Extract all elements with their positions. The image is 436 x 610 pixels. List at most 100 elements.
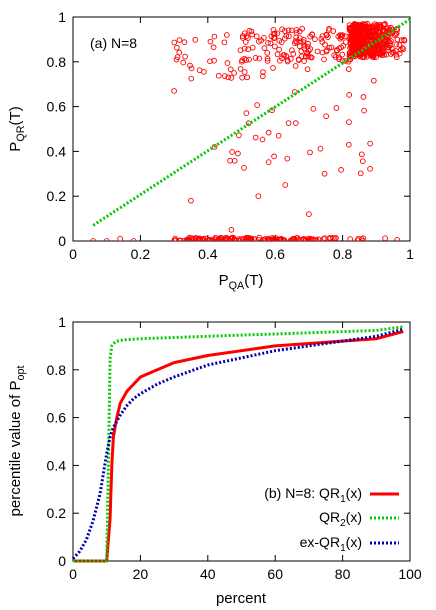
- scatter-point: [216, 236, 223, 241]
- scatter-point: [358, 24, 364, 30]
- scatter-point: [173, 44, 180, 51]
- scatter-point: [379, 48, 386, 55]
- scatter-point: [299, 25, 305, 32]
- scatter-point: [188, 197, 194, 204]
- scatter-point: [184, 237, 191, 241]
- scatter-point: [176, 49, 183, 56]
- scatter-point: [377, 21, 384, 28]
- scatter-point: [270, 27, 277, 33]
- scatter-point: [221, 39, 228, 46]
- scatter-point: [385, 44, 392, 51]
- scatter-point: [290, 51, 297, 57]
- scatter-point: [355, 35, 362, 42]
- scatter-point: [348, 32, 355, 39]
- scatter-point: [174, 54, 181, 60]
- scatter-point: [308, 54, 315, 61]
- scatter-point: [292, 63, 299, 69]
- series-line-2: [73, 325, 404, 563]
- scatter-point: [398, 37, 405, 43]
- scatter-point: [241, 69, 248, 75]
- scatter-point: [319, 39, 326, 45]
- scatter-point: [295, 57, 302, 63]
- scatter-point: [274, 51, 281, 58]
- scatter-point: [283, 33, 290, 39]
- legend-label: (b) N=8: QR1(x): [264, 485, 362, 505]
- scatter-point: [252, 55, 259, 61]
- scatter-point: [339, 51, 345, 58]
- series-lines: [71, 325, 404, 563]
- scatter-point: [228, 75, 235, 81]
- scatter-point: [400, 46, 407, 52]
- y-tick-label: 1: [58, 314, 66, 330]
- legend-label: ex-QR1(x): [300, 534, 362, 554]
- scatter-point: [256, 38, 262, 45]
- scatter-points: [90, 20, 408, 241]
- scatter-point: [273, 237, 280, 241]
- scatter-point: [241, 165, 247, 171]
- scatter-point: [261, 237, 268, 241]
- scatter-point: [317, 145, 324, 152]
- scatter-point: [260, 69, 266, 75]
- scatter-point: [264, 50, 271, 56]
- scatter-point: [246, 56, 252, 63]
- scatter-point: [225, 74, 232, 81]
- scatter-point: [211, 33, 218, 40]
- scatter-point: [309, 31, 315, 38]
- scatter-point: [276, 37, 283, 44]
- scatter-point: [292, 38, 299, 44]
- scatter-point: [300, 237, 307, 241]
- scatter-point: [223, 32, 230, 38]
- scatter-point: [276, 46, 282, 53]
- scatter-point: [176, 37, 183, 43]
- scatter-point: [187, 62, 193, 69]
- scatter-point: [368, 24, 375, 31]
- y-tick-label: 1: [58, 9, 66, 25]
- scatter-point: [264, 55, 271, 62]
- scatter-point: [322, 41, 328, 48]
- scatter-point: [282, 182, 289, 188]
- scatter-point: [292, 120, 299, 127]
- x-tick-label: 0: [69, 566, 77, 582]
- scatter-point: [177, 237, 184, 241]
- scatter-point: [370, 77, 377, 84]
- scatter-point: [382, 37, 389, 44]
- scatter-point: [364, 24, 371, 31]
- scatter-point: [301, 45, 308, 52]
- scatter-point: [354, 237, 361, 241]
- scatter-point: [333, 105, 340, 111]
- scatter-point: [321, 170, 328, 177]
- chart-a: 0 0.2 0.4 0.6 0.8 1 0 0.2 0.4 0.6 0.8 1 (a) N=8 PQA(T…: [7, 9, 414, 292]
- scatter-point: [331, 52, 337, 59]
- scatter-point: [303, 53, 309, 60]
- scatter-point: [182, 53, 188, 60]
- scatter-point: [327, 235, 334, 241]
- scatter-point: [358, 151, 365, 158]
- scatter-point: [236, 132, 242, 139]
- scatter-point: [279, 55, 285, 62]
- scatter-point: [171, 39, 178, 46]
- scatter-point: [253, 33, 260, 40]
- scatter-point: [90, 238, 97, 241]
- scatter-point: [326, 25, 333, 32]
- scatter-point: [350, 37, 356, 44]
- x-axis-label: percent: [216, 590, 267, 607]
- scatter-point: [393, 54, 400, 61]
- scatter-point: [355, 41, 361, 48]
- y-tick-label: 0: [58, 233, 66, 249]
- scatter-point: [376, 29, 383, 36]
- scatter-point: [396, 41, 403, 48]
- y-tick-label: 0.2: [47, 505, 67, 521]
- scatter-point: [294, 39, 300, 46]
- scatter-point: [360, 94, 367, 100]
- scatter-point: [280, 52, 287, 58]
- scatter-point: [275, 132, 282, 139]
- scatter-point: [281, 237, 288, 241]
- x-tick-label: 60: [267, 566, 283, 582]
- x-axis-label: PQA(T): [219, 272, 264, 292]
- scatter-point: [224, 60, 231, 66]
- scatter-point: [271, 43, 278, 50]
- scatter-point: [226, 237, 233, 241]
- series-line-1: [73, 330, 404, 563]
- scatter-point: [334, 47, 340, 54]
- scatter-point: [171, 88, 177, 94]
